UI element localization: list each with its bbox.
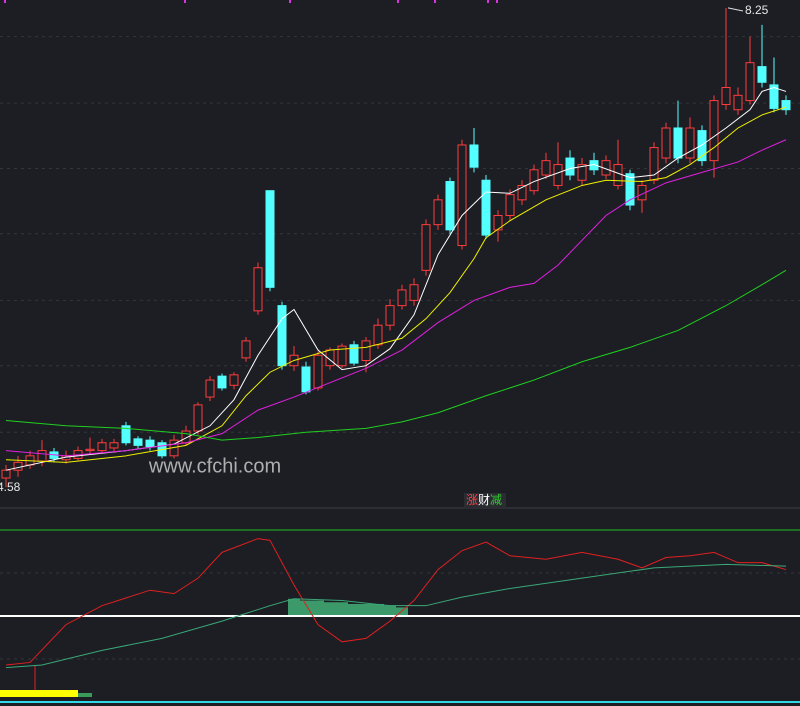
series-line: [5, 538, 787, 666]
candle-body: [745, 62, 755, 102]
title-char: 减: [490, 493, 502, 507]
series-line: [5, 563, 787, 669]
marker: [496, 0, 498, 3]
candle-body: [37, 450, 47, 462]
histogram-bar: [372, 603, 384, 616]
candle-body: [769, 84, 779, 109]
marker: [289, 0, 291, 3]
indicator-strip: [0, 690, 78, 697]
histogram-bar: [288, 598, 300, 616]
title-char: 涨: [466, 492, 478, 507]
candle-body: [145, 439, 155, 448]
series-line: [5, 86, 787, 471]
candle-body: [229, 374, 239, 386]
candle-body: [13, 461, 23, 471]
marker: [487, 0, 489, 3]
candle-body: [577, 164, 587, 181]
candle-body: [553, 164, 563, 186]
candle-body: [109, 442, 119, 449]
indicator-strip: [78, 693, 92, 697]
candle-body: [541, 160, 551, 176]
candle-body: [721, 87, 731, 105]
candle-body: [265, 190, 275, 288]
candle-body: [517, 184, 527, 201]
high-label: 8.25: [745, 3, 769, 17]
marker: [4, 0, 6, 3]
candle-body: [301, 366, 311, 393]
candle-body: [649, 147, 659, 181]
histogram-bar: [300, 600, 312, 616]
histogram-bar: [360, 603, 372, 616]
candle-body: [673, 127, 683, 159]
series-line: [5, 269, 787, 441]
candle-body: [421, 224, 431, 271]
candle-body: [505, 194, 515, 217]
histogram-bar: [336, 602, 348, 616]
candle-body: [277, 305, 287, 367]
histogram-bar: [348, 603, 360, 616]
title-box: [464, 493, 506, 508]
candle-body: [313, 354, 323, 389]
top-markers: [4, 0, 498, 3]
series-line: [5, 139, 787, 457]
candle-body: [685, 127, 695, 159]
candle-body: [397, 289, 407, 307]
candle-body: [253, 267, 263, 312]
candle-body: [493, 215, 503, 231]
candle-body: [205, 379, 215, 398]
marker: [397, 0, 399, 3]
candle-body: [1, 469, 11, 479]
watermark: www.cfchi.com: [148, 455, 281, 477]
low-label: 4.58: [0, 480, 21, 494]
candle-body: [193, 404, 203, 432]
candle-body: [241, 340, 251, 359]
candle-body: [481, 179, 491, 236]
candle-body: [469, 144, 479, 168]
candle-body: [697, 130, 707, 162]
candle-body: [625, 173, 635, 206]
candle-body: [337, 345, 347, 367]
marker: [184, 0, 186, 3]
candle-body: [457, 144, 467, 247]
candle-body: [85, 448, 95, 452]
candle-body: [613, 164, 623, 186]
candle-body: [217, 375, 227, 389]
candle-body: [133, 438, 143, 446]
candle-body: [121, 425, 131, 444]
histogram-bar: [384, 605, 396, 616]
candle-body: [661, 127, 671, 159]
series-line: [5, 106, 787, 463]
candle-body: [781, 100, 791, 111]
marker: [434, 0, 436, 3]
candle-body: [445, 181, 455, 231]
candle-body: [409, 284, 419, 301]
histogram-bar: [324, 602, 336, 616]
title-char: 财: [478, 493, 490, 507]
histogram-bar: [396, 607, 408, 616]
histogram-bar: [312, 600, 324, 616]
candle-body: [97, 442, 107, 452]
high-pointer: [727, 7, 744, 12]
candle-body: [385, 305, 395, 326]
candle-body: [565, 157, 575, 176]
candle-body: [709, 100, 719, 162]
candle-body: [733, 94, 743, 111]
candle-body: [361, 340, 371, 361]
candle-body: [433, 199, 443, 226]
indicator-title: 涨财减: [466, 492, 502, 507]
candle-body: [757, 66, 767, 83]
candle-body: [349, 344, 359, 364]
candle-body: [373, 324, 383, 346]
